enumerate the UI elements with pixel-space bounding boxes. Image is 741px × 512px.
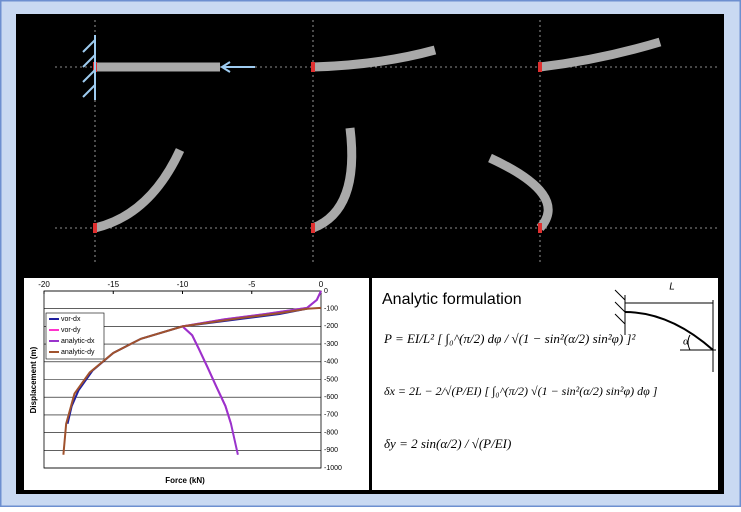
legend-label: analytic-dy <box>61 349 95 356</box>
equation: P = EI/L² [ ∫₀^(π/2) dφ / √(1 − sin²(α/2… <box>383 331 636 347</box>
y-tick-label: -300 <box>324 341 338 348</box>
x-tick-label: -20 <box>38 280 50 289</box>
x-tick-label: -15 <box>107 280 119 289</box>
y-tick-label: -400 <box>324 359 338 366</box>
x-axis-label: Force (kN) <box>165 476 205 485</box>
y-tick-label: -100 <box>324 306 338 313</box>
y-tick-label: -500 <box>324 376 338 383</box>
x-tick-label: 0 <box>319 280 324 289</box>
y-tick-label: -1000 <box>324 465 342 472</box>
legend-label: vor-dx <box>61 316 81 323</box>
y-tick-label: -600 <box>324 394 338 401</box>
formula-title: Analytic formulation <box>382 291 522 308</box>
diagram-label: α <box>683 336 689 348</box>
legend-label: vor-dy <box>61 327 81 334</box>
equation: δx = 2L − 2/√(P/EI) [ ∫₀^(π/2) √(1 − sin… <box>384 384 658 398</box>
y-tick-label: -700 <box>324 412 338 419</box>
y-tick-label: -200 <box>324 323 338 330</box>
diagram-label: L <box>669 282 675 293</box>
slide: 0-100-200-300-400-500-600-700-800-900-10… <box>0 0 741 507</box>
chart: 0-100-200-300-400-500-600-700-800-900-10… <box>38 280 342 472</box>
y-axis-label: Displacement (m) <box>29 346 38 413</box>
y-tick-label: -900 <box>324 447 338 454</box>
legend-label: analytic-dx <box>61 338 95 345</box>
x-tick-label: -5 <box>248 280 256 289</box>
y-tick-label: 0 <box>324 288 328 295</box>
y-tick-label: -800 <box>324 429 338 436</box>
x-tick-label: -10 <box>177 280 189 289</box>
equation: δy = 2 sin(α/2) / √(P/EI) <box>384 436 511 451</box>
